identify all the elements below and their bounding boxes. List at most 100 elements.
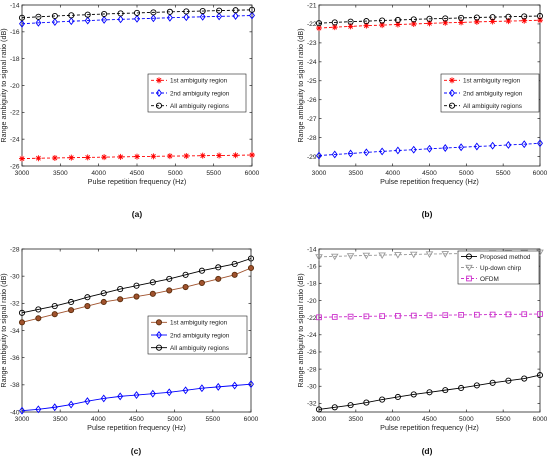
data-point bbox=[394, 21, 401, 28]
data-point bbox=[35, 18, 42, 27]
data-point bbox=[536, 12, 544, 20]
y-tick-label: -18 bbox=[10, 56, 20, 63]
y-tick-label: -32 bbox=[307, 401, 317, 408]
data-point bbox=[117, 392, 124, 401]
data-point bbox=[166, 388, 173, 397]
y-tick-label: -24 bbox=[10, 136, 20, 143]
data-point bbox=[216, 12, 223, 21]
data-point bbox=[379, 17, 386, 24]
data-point bbox=[331, 150, 338, 159]
x-tick-label: 4000 bbox=[91, 416, 106, 423]
data-point bbox=[458, 312, 464, 318]
data-point bbox=[133, 391, 140, 399]
data-point bbox=[505, 18, 512, 25]
data-point bbox=[68, 298, 75, 306]
data-point bbox=[100, 298, 107, 306]
x-tick-label: 5000 bbox=[168, 170, 183, 177]
data-point bbox=[316, 151, 322, 160]
data-point bbox=[133, 282, 140, 289]
data-point bbox=[231, 271, 238, 278]
data-point bbox=[394, 393, 401, 401]
x-tick-label: 6000 bbox=[245, 170, 260, 177]
legend-entry-label: 2nd ambiguity region bbox=[170, 90, 230, 97]
data-point bbox=[315, 254, 323, 261]
legend: 1st ambiguity region 2nd ambiguity region… bbox=[147, 315, 248, 355]
x-axis-label: Pulse repetition frequency (Hz) bbox=[380, 177, 479, 186]
data-point bbox=[182, 386, 189, 395]
legend-marker bbox=[155, 319, 163, 326]
data-point bbox=[68, 12, 75, 19]
series-line bbox=[318, 251, 541, 258]
y-tick-label: -26 bbox=[307, 349, 317, 356]
data-point bbox=[216, 7, 223, 14]
series-1 bbox=[19, 151, 255, 162]
x-tick-label: 3000 bbox=[15, 170, 30, 177]
legend-entry-label: 1st ambiguity region bbox=[170, 320, 228, 327]
data-point bbox=[68, 400, 75, 409]
data-point bbox=[199, 152, 206, 159]
data-point bbox=[166, 8, 173, 15]
legend-marker bbox=[155, 344, 163, 351]
data-point bbox=[458, 14, 465, 21]
data-point bbox=[182, 283, 189, 291]
y-tick-label: -22 bbox=[307, 315, 317, 322]
x-tick-label: 5500 bbox=[496, 170, 511, 177]
y-tick-label: -26 bbox=[307, 97, 317, 104]
x-tick-label: 3000 bbox=[15, 416, 30, 423]
data-point bbox=[379, 147, 386, 156]
data-point bbox=[84, 397, 91, 406]
data-point bbox=[537, 311, 543, 317]
data-point bbox=[442, 312, 449, 318]
data-point bbox=[425, 251, 434, 258]
y-tick-label: -26 bbox=[10, 163, 20, 170]
data-point bbox=[51, 154, 58, 161]
data-point bbox=[232, 7, 239, 14]
data-point bbox=[331, 404, 338, 411]
y-axis-label: Range ambiguity to signal ratio (dB) bbox=[296, 273, 305, 387]
data-point bbox=[101, 154, 108, 161]
legend-marker bbox=[466, 275, 472, 282]
data-point bbox=[100, 290, 107, 297]
legend-marker bbox=[155, 102, 163, 109]
data-point bbox=[51, 12, 58, 20]
data-point bbox=[133, 293, 140, 300]
data-point bbox=[521, 17, 528, 24]
data-point bbox=[489, 141, 496, 150]
data-point bbox=[51, 403, 58, 412]
data-point bbox=[149, 389, 156, 398]
data-point bbox=[458, 384, 465, 392]
legend-entry-label: Proposed method bbox=[480, 254, 531, 261]
data-point bbox=[410, 312, 417, 319]
x-tick-label: 5000 bbox=[459, 170, 474, 177]
y-tick-label: -14 bbox=[10, 2, 20, 9]
y-axis-label: Range ambiguity to signal ratio (dB) bbox=[0, 28, 8, 142]
data-point bbox=[505, 141, 512, 149]
data-point bbox=[347, 402, 354, 409]
data-point bbox=[19, 19, 25, 28]
y-tick-label: -24 bbox=[307, 59, 317, 66]
panel-2: 3000 3500 4000 4500 5000 5500 6000 -29 -28 -27 -26… bbox=[296, 2, 548, 219]
data-point bbox=[473, 382, 480, 389]
data-point bbox=[442, 19, 449, 26]
y-tick-label: -25 bbox=[307, 78, 317, 85]
legend-marker bbox=[156, 331, 162, 339]
legend-entry-label: Up-down chirp bbox=[480, 265, 522, 272]
y-tick-label: -29 bbox=[307, 154, 317, 161]
data-point bbox=[362, 252, 371, 260]
data-point bbox=[315, 406, 323, 413]
y-tick-label: -21 bbox=[307, 2, 317, 9]
series-line bbox=[21, 15, 253, 25]
data-point bbox=[363, 18, 370, 25]
y-tick-label: -23 bbox=[307, 40, 317, 47]
data-point bbox=[149, 290, 156, 297]
panel-label: (b) bbox=[422, 209, 433, 219]
x-tick-label: 6000 bbox=[533, 170, 548, 177]
data-point bbox=[84, 11, 91, 18]
data-point bbox=[426, 144, 433, 153]
y-tick-label: -18 bbox=[307, 281, 317, 288]
data-point bbox=[394, 252, 402, 259]
panel-1: 3000 3500 4000 4500 5000 5500 6000 -26 -24 -22 -20… bbox=[0, 2, 260, 219]
data-point bbox=[166, 275, 173, 282]
data-point bbox=[331, 314, 338, 320]
